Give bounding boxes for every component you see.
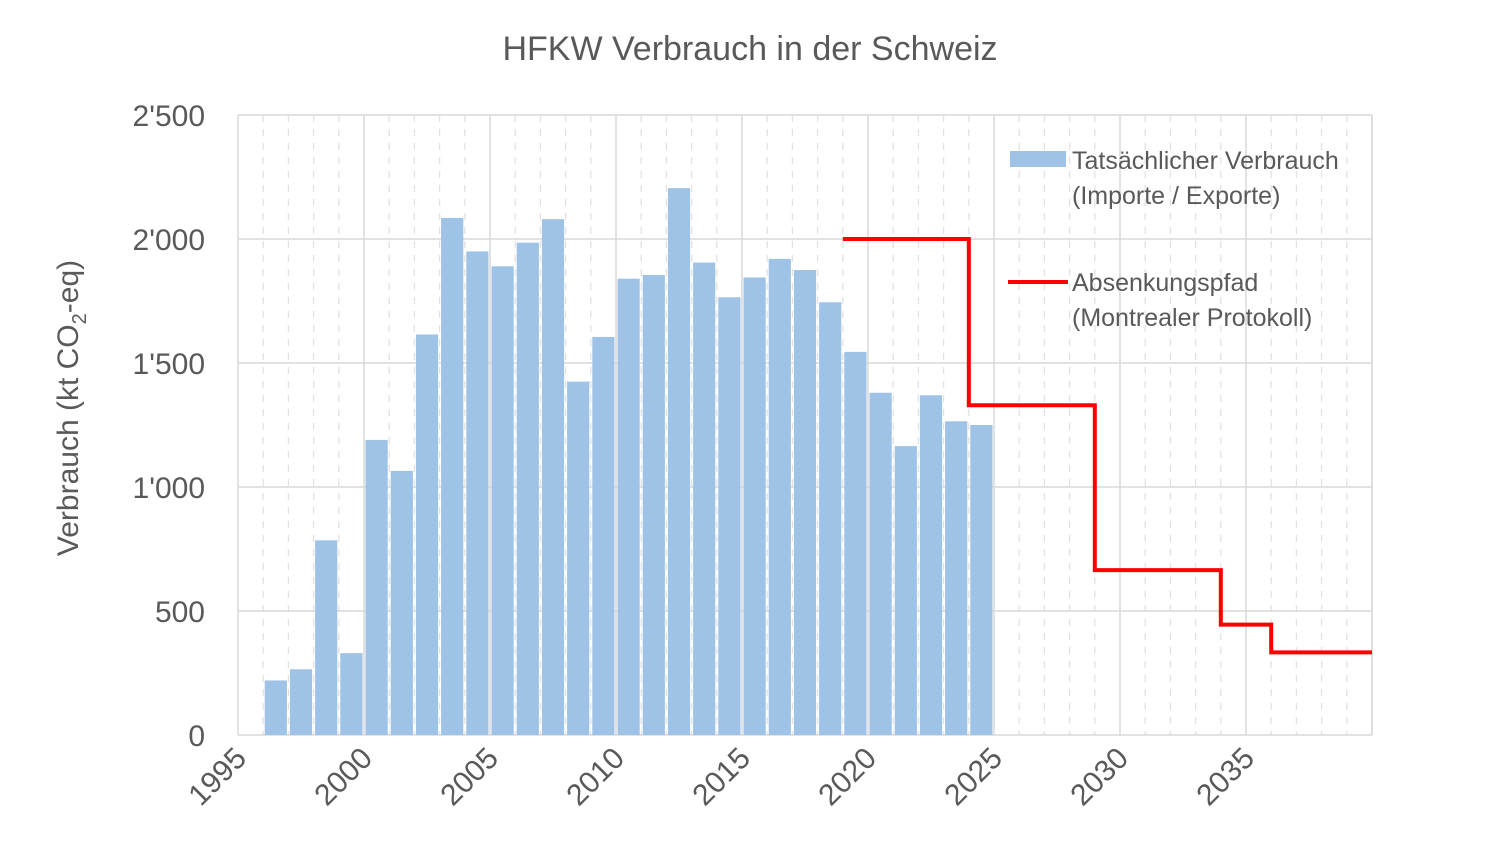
- grid: [237, 114, 1373, 736]
- legend-label-line-line2: (Montrealer Protokoll): [1072, 304, 1312, 332]
- bar-2024: [970, 425, 993, 735]
- bar-2021: [894, 446, 917, 735]
- bar-1998: [315, 540, 338, 735]
- bar-2010: [617, 278, 640, 735]
- y-axis-ticks: 0 500 1'000 1'500 2'000 2'500: [133, 100, 205, 753]
- bar-2013: [693, 262, 716, 735]
- bar-2018: [819, 302, 842, 735]
- bar-2002: [415, 334, 439, 735]
- x-tick-label: 2010: [560, 742, 631, 813]
- line-absenkungspfad: [842, 237, 1372, 655]
- legend-label-bar-line2: (Importe / Exporte): [1072, 182, 1280, 210]
- bar-2009: [592, 336, 615, 735]
- y-axis-label-suffix: -eq): [52, 260, 85, 313]
- y-tick-label: 0: [188, 720, 205, 753]
- bar-2003: [441, 217, 464, 736]
- bar-1997: [289, 669, 313, 735]
- legend-label-line: Absenkungspfad: [1072, 269, 1258, 297]
- bar-2007: [541, 219, 565, 735]
- bar-2014: [718, 297, 741, 735]
- chart-title: HFKW Verbrauch in der Schweiz: [502, 30, 997, 68]
- legend-label-bar: Tatsächlicher Verbrauch: [1072, 147, 1339, 175]
- bar-2004: [466, 251, 489, 735]
- bar-2001: [390, 470, 413, 735]
- x-tick-label: 2020: [812, 742, 883, 813]
- y-axis-label-subscript: 2: [69, 313, 91, 324]
- bar-1996: [264, 680, 287, 735]
- x-tick-label: 2015: [686, 742, 757, 813]
- y-tick-label: 2'000: [133, 224, 205, 257]
- y-tick-label: 500: [155, 596, 205, 629]
- y-axis-label-main: Verbrauch (kt CO: [52, 324, 85, 556]
- line-series: [842, 237, 1372, 655]
- bar-2012: [667, 188, 691, 735]
- x-tick-label: 2005: [434, 742, 505, 813]
- bar-2017: [793, 270, 817, 735]
- bar-2016: [768, 258, 791, 735]
- bar-1999: [340, 653, 363, 735]
- bar-2005: [491, 266, 514, 735]
- y-tick-label: 2'500: [133, 100, 205, 133]
- bar-2015: [743, 277, 766, 735]
- bar-2020: [869, 392, 892, 735]
- y-axis-label: Verbrauch (kt CO2-eq): [52, 260, 91, 556]
- bar-2019: [844, 351, 867, 735]
- legend-swatch-bar: [1010, 151, 1066, 167]
- bar-2011: [642, 274, 665, 735]
- x-axis-ticks: 1995 2000 2005 2010 2015 2020 2025 2030 2035: [182, 742, 1261, 813]
- bar-2023: [945, 421, 968, 735]
- x-tick-label: 2025: [938, 742, 1009, 813]
- x-tick-label: 2035: [1190, 742, 1261, 813]
- bar-2006: [516, 242, 539, 735]
- x-tick-label: 2000: [308, 742, 379, 813]
- bar-2022: [919, 395, 943, 735]
- y-tick-label: 1'000: [133, 472, 205, 505]
- bar-series: [264, 188, 993, 736]
- bar-2008: [567, 381, 590, 735]
- x-tick-label: 2030: [1064, 742, 1135, 813]
- y-tick-label: 1'500: [133, 348, 205, 381]
- legend: Tatsächlicher Verbrauch (Importe / Expor…: [1008, 147, 1339, 332]
- bar-2000: [365, 439, 388, 735]
